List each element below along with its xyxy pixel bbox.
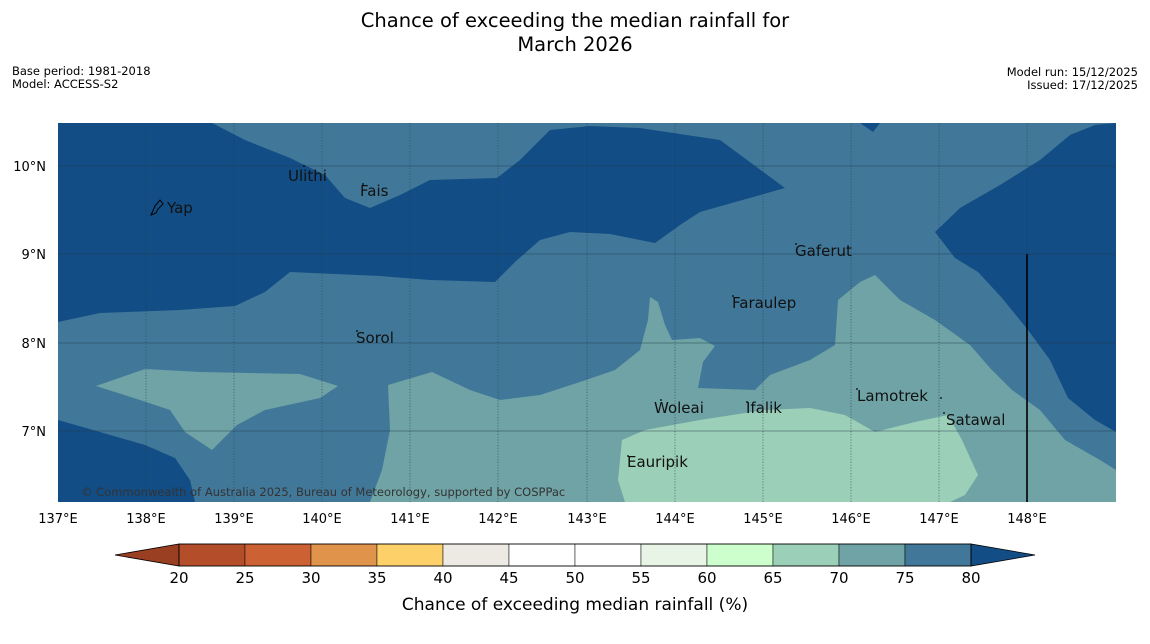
colorbar-tick-label: 60 [697, 569, 716, 587]
colorbar-tick-label: 45 [499, 569, 518, 587]
colorbar-tick-label: 35 [367, 569, 386, 587]
band-70-75-west [96, 369, 338, 450]
colorbar-tick-label: 75 [895, 569, 914, 587]
place-sorol: Sorol [356, 329, 394, 347]
colorbar-segment [508, 543, 576, 567]
lon-label: 138°E [126, 512, 166, 527]
colorbar-segment [706, 543, 774, 567]
lon-label: 146°E [831, 512, 871, 527]
place-ifalik: Ifalik [746, 399, 782, 417]
issued-text: Issued: 17/12/2025 [1027, 77, 1138, 92]
colorbar-tick-label: 70 [829, 569, 848, 587]
lat-label: 7°N [22, 425, 47, 440]
lon-label: 139°E [214, 512, 254, 527]
colorbar-segment [574, 543, 642, 567]
yap-island-shape [150, 199, 164, 216]
colorbar-tick-label: 40 [433, 569, 452, 587]
colorbar-over-arrow [970, 543, 1036, 567]
lon-label: 137°E [38, 512, 78, 527]
colorbar-tick-label: 65 [763, 569, 782, 587]
band-over-80-notch [860, 123, 880, 132]
lon-label: 140°E [302, 512, 342, 527]
latitude-axis: 10°N 9°N 8°N 7°N [13, 160, 46, 440]
lon-label: 143°E [567, 512, 607, 527]
colorbar-segment [376, 543, 444, 567]
colorbar-segment [442, 543, 510, 567]
colorbar-tick-label: 25 [235, 569, 254, 587]
place-ulithi: Ulithi [288, 167, 327, 185]
band-over-80-north [58, 123, 785, 322]
map-title-line1: Chance of exceeding the median rainfall … [360, 9, 790, 32]
lat-label: 9°N [22, 248, 47, 263]
place-lamotrek: Lamotrek [857, 387, 928, 405]
place-faraulep: Faraulep [732, 294, 796, 312]
place-eauripik: Eauripik [627, 453, 688, 471]
island-markers [303, 165, 945, 457]
lat-label: 10°N [13, 160, 46, 175]
meta-right: Model run: 15/12/2025 Issued: 17/12/2025 [1007, 66, 1138, 91]
lon-label: 141°E [390, 512, 430, 527]
colorbar-tick-label: 30 [301, 569, 320, 587]
forecast-map: Ulithi Fais Yap Gaferut Faraulep Sorol L… [58, 123, 1116, 502]
lon-label: 147°E [919, 512, 959, 527]
lon-label: 148°E [1007, 512, 1047, 527]
colorbar-segment [178, 543, 246, 567]
lon-label: 142°E [478, 512, 518, 527]
latitude-lines [58, 165, 1116, 432]
place-woleai: Woleai [654, 399, 704, 417]
colorbar-tick-label: 55 [631, 569, 650, 587]
colorbar-tick-label: 80 [961, 569, 980, 587]
place-gaferut: Gaferut [795, 242, 852, 260]
model-run-text: Model run: 15/12/2025 [1006, 65, 1138, 79]
map-title-line2: March 2026 [517, 33, 633, 56]
colorbar-segment [310, 543, 378, 567]
colorbar-segment [772, 543, 840, 567]
colorbar-labels: 20 25 30 35 40 45 50 55 60 65 70 75 80 [169, 569, 980, 587]
colorbar-tick-label: 20 [169, 569, 188, 587]
colorbar-segment [640, 543, 708, 567]
colorbar-under-arrow [114, 543, 180, 567]
copyright-text: © Commonwealth of Australia 2025, Bureau… [81, 485, 565, 499]
meta-left: Base period: 1981-2018 Model: ACCESS-S2 [12, 65, 151, 90]
band-over-80-east [935, 123, 1116, 432]
colorbar: 20 25 30 35 40 45 50 55 60 65 70 75 80 Chance of exc… [114, 543, 1036, 615]
band-65-70-south [618, 408, 978, 502]
lat-label: 8°N [22, 337, 47, 352]
base-period-text: Base period: 1981-2018 [12, 64, 151, 78]
colorbar-segment [904, 543, 972, 567]
place-yap: Yap [166, 199, 193, 217]
map-title: Chance of exceeding the median rainfall … [0, 9, 1150, 57]
place-fais: Fais [360, 182, 389, 200]
colorbar-title: Chance of exceeding median rainfall (%) [402, 595, 748, 615]
lon-label: 145°E [743, 512, 783, 527]
colorbar-outline [178, 543, 972, 567]
colorbar-segment [244, 543, 312, 567]
band-over-80-southwest [58, 420, 195, 502]
longitude-axis: 137°E 138°E 139°E 140°E 141°E 142°E 143°… [38, 512, 1047, 527]
lon-label: 144°E [655, 512, 695, 527]
colorbar-segment [838, 543, 906, 567]
place-satawal: Satawal [946, 411, 1005, 429]
colorbar-tick-label: 50 [565, 569, 584, 587]
colorbar-segments [178, 543, 972, 567]
model-text: Model: ACCESS-S2 [12, 76, 119, 91]
